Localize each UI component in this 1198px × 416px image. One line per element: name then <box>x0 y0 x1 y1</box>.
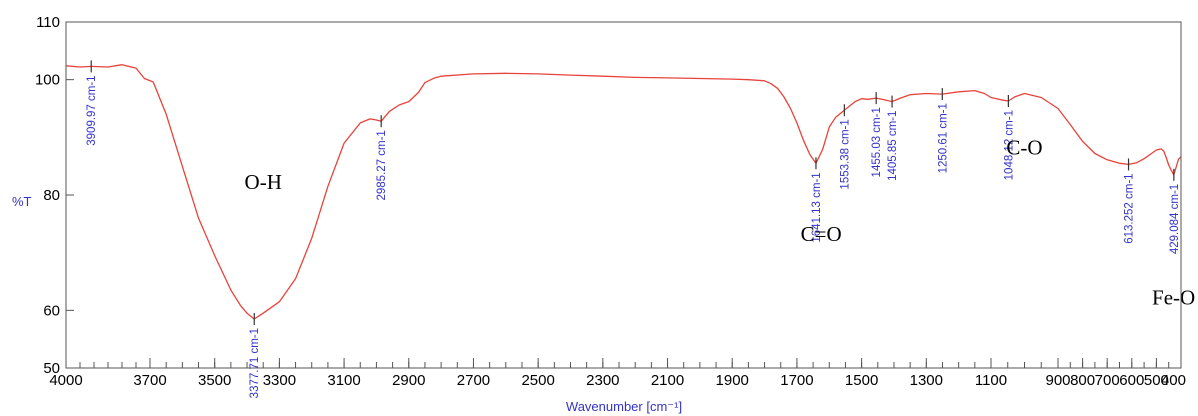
peak-markers: 3909.97 cm-1 3377.71 cm-1 2985.27 cm-1 1641… <box>86 60 1181 398</box>
x-tick-label: 1100 <box>975 372 1007 389</box>
plot-frame <box>65 21 1182 369</box>
y-axis-ticks: 50 60 80 100 110 <box>35 14 74 377</box>
spectrum-line <box>65 64 1182 320</box>
peak-label: 1553.38 cm-1 <box>839 119 851 189</box>
functional-group-annotations: O-H C=O C-O Fe-O <box>245 136 1196 310</box>
functional-group-label: O-H <box>245 170 282 194</box>
peak-label: 1250.61 cm-1 <box>937 103 949 173</box>
x-tick-label: 600 <box>1119 372 1144 389</box>
functional-group-label: C=O <box>801 222 842 246</box>
x-tick-label: 3300 <box>263 372 296 389</box>
x-tick-label: 900 <box>1045 372 1070 389</box>
x-tick-label: 2700 <box>457 372 490 389</box>
peak-label: 3377.71 cm-1 <box>249 328 261 398</box>
x-tick-label: 1500 <box>845 372 878 389</box>
peak-label: 1641.13 cm-1 <box>811 172 823 242</box>
x-tick-label: 4000 <box>49 372 82 389</box>
peak-label: 1455.03 cm-1 <box>871 107 883 177</box>
peak-label: 1405.85 cm-1 <box>887 111 899 181</box>
x-tick-label: 3700 <box>133 372 166 389</box>
y-tick-label: 60 <box>43 302 60 319</box>
x-tick-label: 1900 <box>716 372 749 389</box>
x-tick-label: 3500 <box>198 372 231 389</box>
x-tick-label: 400 <box>1161 372 1186 389</box>
x-tick-label: 800 <box>1070 372 1095 389</box>
y-tick-label: 110 <box>36 14 60 31</box>
x-tick-label: 2900 <box>392 372 425 389</box>
y-tick-label: 80 <box>43 187 60 204</box>
y-axis-title: %T <box>12 194 32 209</box>
peak-label: 1048.12 cm-1 <box>1003 110 1015 180</box>
x-tick-label: 3100 <box>327 372 360 389</box>
y-tick-label: 100 <box>35 72 60 89</box>
functional-group-label: Fe-O <box>1152 286 1195 310</box>
series-group <box>65 64 1182 320</box>
peak-label: 3909.97 cm-1 <box>86 75 98 145</box>
x-tick-label: 1700 <box>780 372 813 389</box>
peak-label: 429.084 cm-1 <box>1169 184 1181 254</box>
x-tick-label: 500 <box>1144 372 1169 389</box>
x-axis-title: Wavenumber [cm⁻¹] <box>566 399 682 414</box>
y-tick-label: 50 <box>43 360 60 377</box>
x-tick-label: 2300 <box>586 372 619 389</box>
peak-label: 2985.27 cm-1 <box>376 130 388 200</box>
x-tick-label: 2100 <box>651 372 684 389</box>
x-tick-label: 2500 <box>521 372 554 389</box>
peak-label: 613.252 cm-1 <box>1124 173 1136 243</box>
x-tick-label: 1300 <box>910 372 943 389</box>
x-axis-ticks: 4000 3700 3500 3300 3100 2900 2700 2500 2300 2100… <box>49 358 1186 389</box>
functional-group-label: C-O <box>1006 136 1042 160</box>
x-tick-label: 700 <box>1095 372 1120 389</box>
